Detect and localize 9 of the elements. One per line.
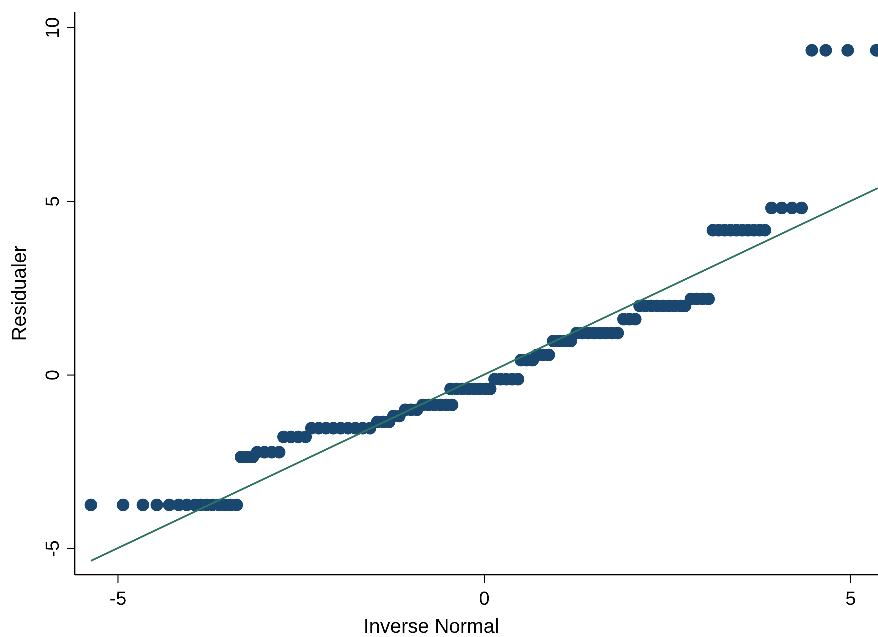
x-tick-label: -5	[110, 589, 127, 610]
x-axis-title: Inverse Normal	[364, 616, 500, 637]
y-tick-label: 10	[43, 17, 64, 39]
x-tick-label: 5	[846, 589, 856, 610]
x-tick-label: 0	[479, 589, 490, 610]
y-tick-label: -5	[43, 540, 64, 558]
y-tick-label: 5	[43, 196, 64, 207]
y-axis-title: Residualer	[9, 245, 31, 342]
y-tick-label: 0	[43, 370, 64, 381]
